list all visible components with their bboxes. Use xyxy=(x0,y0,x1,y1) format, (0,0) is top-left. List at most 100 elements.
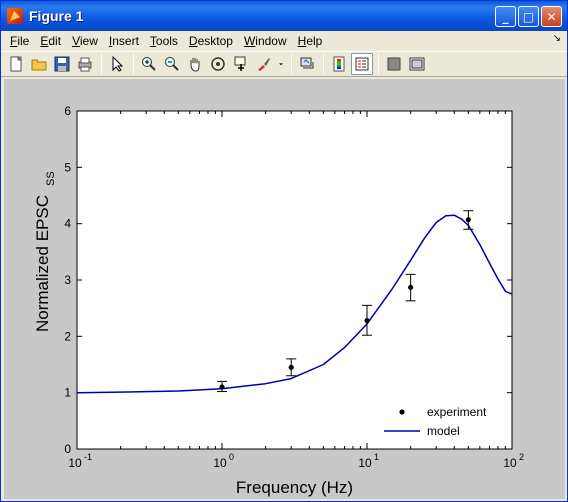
rotate-3d-button[interactable] xyxy=(207,53,229,75)
menu-file[interactable]: File xyxy=(5,34,35,48)
y-axis-label-group: Normalized EPSC SS xyxy=(33,171,57,332)
dock-arrow-icon[interactable]: ↘ xyxy=(552,33,561,44)
zoom-in-icon xyxy=(142,57,156,71)
menu-label-rest: esktop xyxy=(197,33,233,48)
link-plot-icon xyxy=(300,57,314,69)
show-plot-tools-button[interactable] xyxy=(406,53,428,75)
x-tick-exponent: 0 xyxy=(229,452,234,462)
window-controls: _ □ ✕ xyxy=(495,6,562,27)
brush-icon xyxy=(258,58,270,71)
figure-canvas: 0 1 2 3 4 5 6 10 -1 10 0 10 1 10 2 Frequency (Hz) Normal… xyxy=(4,79,565,499)
new-figure-icon xyxy=(10,56,23,72)
menu-edit[interactable]: Edit xyxy=(35,34,67,48)
new-figure-button[interactable] xyxy=(5,53,27,75)
link-plot-button[interactable] xyxy=(296,53,318,75)
menu-label-rest: iew xyxy=(79,33,98,48)
experiment-point[interactable] xyxy=(408,284,414,290)
legend-label-model: model xyxy=(427,424,460,438)
y-tick-label: 5 xyxy=(64,160,71,174)
data-cursor-icon xyxy=(234,56,246,71)
save-icon xyxy=(54,56,70,72)
edit-plot-arrow-button[interactable] xyxy=(106,53,128,75)
brush-dropdown-icon xyxy=(279,63,283,66)
insert-colorbar-icon xyxy=(333,56,345,72)
maximize-button[interactable]: □ xyxy=(518,6,539,27)
menu-label-rest: ools xyxy=(155,33,178,48)
show-plot-tools-icon xyxy=(409,57,425,71)
open-file-button[interactable] xyxy=(28,53,50,75)
experiment-point[interactable] xyxy=(219,384,225,390)
y-tick-label: 1 xyxy=(64,386,71,400)
hide-plot-tools-icon xyxy=(387,57,401,71)
pan-hand-icon xyxy=(190,58,200,72)
toolbar-separator xyxy=(291,54,292,74)
menu-view[interactable]: View xyxy=(67,34,104,48)
menu-window[interactable]: Window xyxy=(239,34,293,48)
menu-label-rest: elp xyxy=(306,33,323,48)
zoom-in-button[interactable] xyxy=(138,53,160,75)
print-button[interactable] xyxy=(74,53,96,75)
x-tick-exponent: -1 xyxy=(84,452,92,462)
close-button[interactable]: ✕ xyxy=(541,6,562,27)
menu-tools[interactable]: Tools xyxy=(145,34,184,48)
x-tick-label: 10 xyxy=(503,456,517,470)
menu-label-rest: ile xyxy=(17,33,30,48)
insert-colorbar-button[interactable] xyxy=(328,53,350,75)
menu-mnemonic: W xyxy=(243,33,256,48)
toolbar-separator xyxy=(133,54,134,74)
menu-mnemonic: E xyxy=(40,33,49,48)
insert-legend-icon xyxy=(355,57,369,71)
menu-label-rest: indow xyxy=(255,33,287,48)
title-bar[interactable]: Figure 1 _ □ ✕ xyxy=(1,1,567,31)
experiment-point[interactable] xyxy=(288,364,294,370)
y-tick-label: 3 xyxy=(64,273,71,287)
menu-mnemonic: D xyxy=(188,33,198,48)
experiment-point[interactable] xyxy=(465,217,471,223)
brush-button[interactable] xyxy=(253,53,275,75)
menu-mnemonic: V xyxy=(72,33,80,48)
y-tick-label: 4 xyxy=(64,217,71,231)
x-axis-label: Frequency (Hz) xyxy=(236,478,353,497)
x-tick-label: 10 xyxy=(68,456,82,470)
x-tick-exponent: 1 xyxy=(374,452,379,462)
x-tick-exponent: 2 xyxy=(519,452,524,462)
legend-marker-experiment xyxy=(399,409,405,415)
pan-hand-button[interactable] xyxy=(184,53,206,75)
menu-insert[interactable]: Insert xyxy=(104,34,145,48)
x-tick-label: 10 xyxy=(213,456,227,470)
menu-mnemonic: F xyxy=(10,33,18,48)
save-button[interactable] xyxy=(51,53,73,75)
y-axis-label-subscript: SS xyxy=(45,171,57,186)
zoom-out-icon xyxy=(165,57,179,71)
rotate-3d-icon xyxy=(211,57,225,71)
model-line[interactable] xyxy=(76,214,513,394)
axes-box[interactable] xyxy=(76,110,513,450)
matlab-logo-icon[interactable] xyxy=(7,8,23,24)
toolbar-separator xyxy=(378,54,379,74)
data-cursor-button[interactable] xyxy=(230,53,252,75)
menu-mnemonic: H xyxy=(297,33,307,48)
zoom-out-button[interactable] xyxy=(161,53,183,75)
minimize-button[interactable]: _ xyxy=(495,6,516,27)
open-file-icon xyxy=(31,59,47,71)
figure-toolbar xyxy=(1,51,567,77)
hide-plot-tools-button[interactable] xyxy=(383,53,405,75)
menu-desktop[interactable]: Desktop xyxy=(184,34,239,48)
y-axis-label: Normalized EPSC xyxy=(33,195,52,332)
menu-label-rest: nsert xyxy=(112,33,139,48)
menu-help[interactable]: Help xyxy=(293,34,329,48)
menu-bar: File Edit View Insert Tools Desktop Window Help xyxy=(1,31,567,50)
legend-label-experiment: experiment xyxy=(427,405,487,419)
insert-legend-button[interactable] xyxy=(351,53,373,75)
brush-dropdown-button[interactable] xyxy=(276,53,286,75)
menu-label-rest: dit xyxy=(48,33,62,48)
print-icon xyxy=(78,57,92,72)
toolbar-separator xyxy=(323,54,324,74)
window-title: Figure 1 xyxy=(29,8,84,24)
toolbar-separator xyxy=(101,54,102,74)
menu-mnemonic: I xyxy=(108,33,113,48)
experiment-point[interactable] xyxy=(364,317,370,324)
edit-plot-arrow-icon xyxy=(112,56,124,72)
